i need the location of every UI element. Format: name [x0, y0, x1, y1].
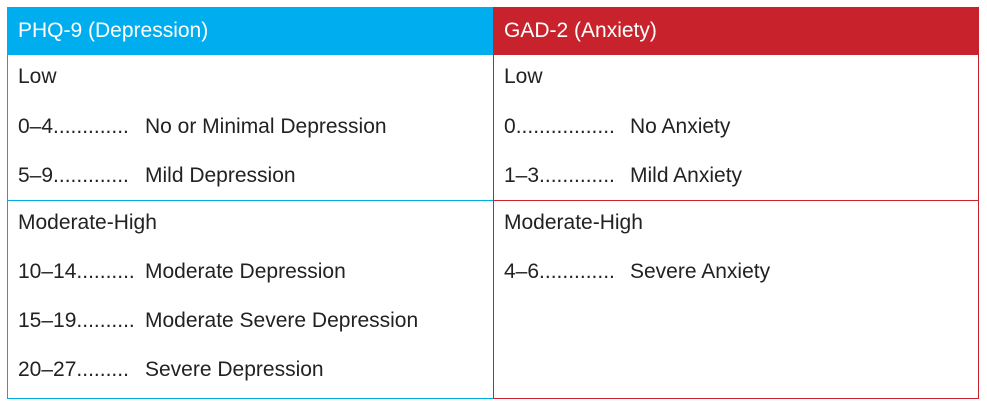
dot-leader: .................: [515, 115, 615, 138]
range: 20–27: [18, 358, 77, 381]
severity-label: Moderate Depression: [145, 260, 346, 283]
phq9-row-20-27: 20–27......... Severe Depression: [18, 358, 324, 382]
severity-label: Severe Depression: [145, 358, 324, 381]
range: 10–14: [18, 260, 77, 283]
gad2-column: GAD-2 (Anxiety) Low 0................. No…: [493, 7, 979, 399]
severity-label: Severe Anxiety: [630, 260, 771, 283]
score-table: PHQ-9 (Depression) Low 0–4............. N…: [7, 7, 979, 399]
range: 5–9: [18, 164, 54, 187]
gad2-header: GAD-2 (Anxiety): [493, 7, 979, 55]
phq9-column: PHQ-9 (Depression) Low 0–4............. N…: [7, 7, 493, 399]
severity-label: Moderate Severe Depression: [145, 309, 419, 332]
dot-leader: .............: [539, 164, 615, 187]
range: 0: [504, 115, 516, 138]
dot-leader: ..........: [76, 309, 135, 332]
range: 15–19: [18, 309, 77, 332]
range: 1–3: [504, 164, 540, 187]
phq9-row-15-19: 15–19.......... Moderate Severe Depressio…: [18, 309, 418, 333]
range: 4–6: [504, 260, 540, 283]
dot-leader: .............: [53, 164, 129, 187]
severity-label: No or Minimal Depression: [145, 115, 387, 138]
gad2-row-0: 0................. No Anxiety: [504, 115, 730, 139]
gad2-low-title: Low: [504, 65, 543, 88]
phq9-low-title: Low: [18, 65, 57, 88]
gad2-divider: [493, 200, 979, 201]
dot-leader: .........: [76, 358, 129, 381]
severity-label: Mild Depression: [145, 164, 296, 187]
gad2-row-1-3: 1–3............. Mild Anxiety: [504, 164, 742, 188]
phq9-row-5-9: 5–9............. Mild Depression: [18, 164, 296, 188]
range: 0–4: [18, 115, 54, 138]
phq9-divider: [7, 200, 493, 201]
phq9-high-title: Moderate-High: [18, 211, 157, 234]
phq9-row-0-4: 0–4............. No or Minimal Depression: [18, 115, 387, 139]
severity-label: No Anxiety: [630, 115, 731, 138]
dot-leader: .............: [53, 115, 129, 138]
gad2-row-4-6: 4–6............. Severe Anxiety: [504, 260, 770, 284]
dot-leader: ..........: [76, 260, 135, 283]
dot-leader: .............: [539, 260, 615, 283]
gad2-high-title: Moderate-High: [504, 211, 643, 234]
phq9-header: PHQ-9 (Depression): [7, 7, 493, 55]
phq9-row-10-14: 10–14.......... Moderate Depression: [18, 260, 346, 284]
severity-label: Mild Anxiety: [630, 164, 743, 187]
